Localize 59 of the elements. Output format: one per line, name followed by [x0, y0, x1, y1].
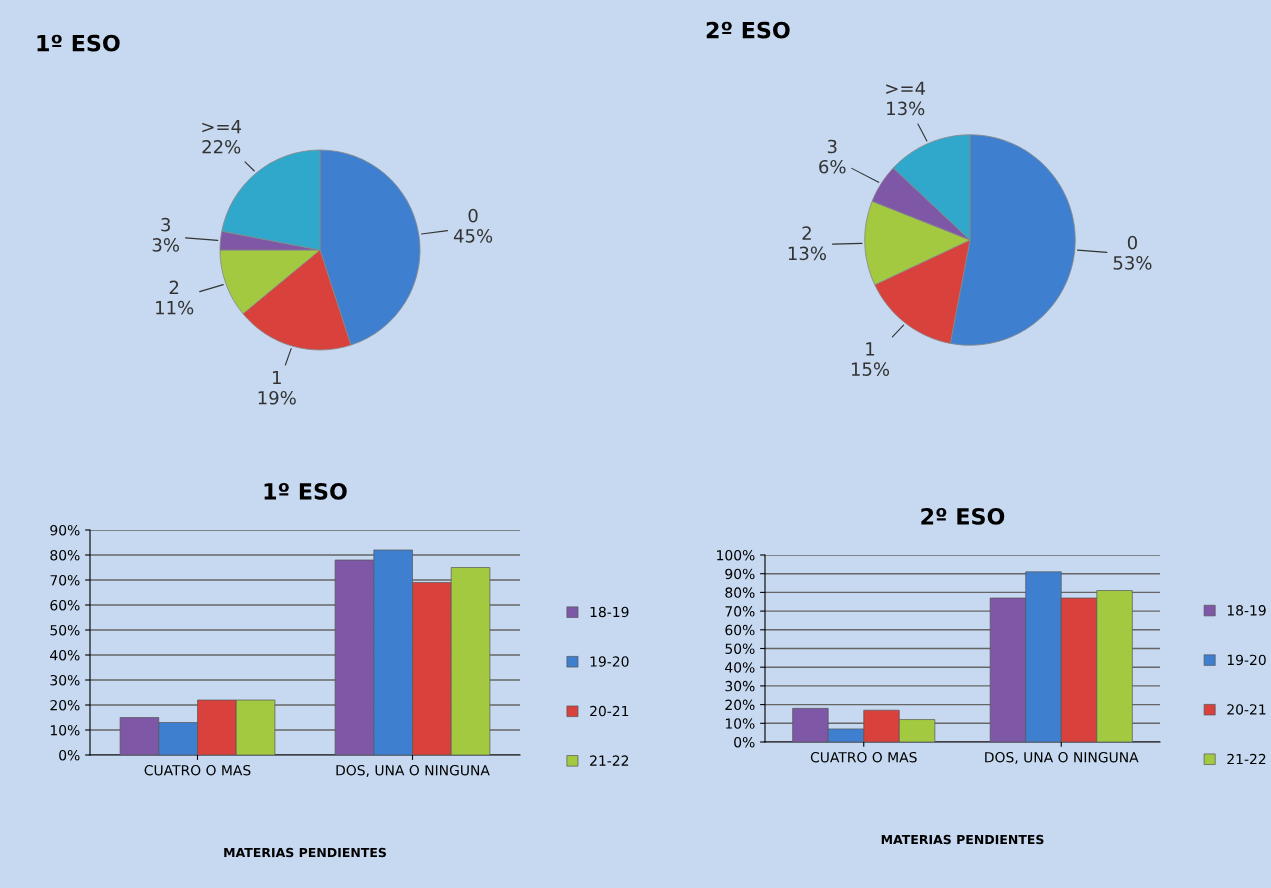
slice-label: 2	[802, 226, 811, 240]
x-axis-title: MATERIAS PENDIENTES	[224, 847, 386, 858]
slice-label: 0	[1127, 235, 1137, 250]
y-tick-label: 50%	[725, 643, 755, 654]
data-label: 6%	[819, 159, 846, 174]
x-tick-label: DOS, UNA O NINGUNA	[336, 764, 490, 777]
legend-label: 20-21	[1227, 704, 1266, 715]
y-tick-label: 20%	[50, 699, 80, 711]
data-label: 13%	[788, 246, 826, 261]
data-label: 13%	[887, 101, 925, 116]
y-tick-label: 0%	[59, 749, 80, 761]
y-tick-label: 60%	[725, 624, 755, 636]
y-tick-label: 30%	[50, 674, 80, 686]
legend-label: 19-20	[1227, 654, 1266, 666]
slice-label: 3	[827, 139, 837, 154]
y-tick-label: 30%	[725, 680, 755, 692]
y-tick-label: 10%	[50, 724, 80, 736]
y-tick-label: 40%	[50, 649, 80, 661]
legend-label: 18-19	[590, 606, 629, 618]
chart-title: 1º ESO	[264, 482, 347, 500]
x-tick-label: DOS, UNA O NINGUNA	[985, 751, 1139, 764]
chart-title: 2º ESO	[921, 507, 1005, 525]
data-label: 45%	[453, 229, 493, 243]
slice-label: 3	[161, 217, 170, 232]
y-tick-label: 90%	[725, 568, 755, 580]
y-tick-label: 50%	[50, 624, 80, 636]
data-label: 53%	[1113, 256, 1152, 270]
slice-label: 2	[169, 280, 179, 294]
chart-title: 1º ESO	[37, 34, 120, 52]
chart-title: 2º ESO	[706, 21, 790, 39]
data-label: 3%	[152, 238, 180, 252]
y-tick-label: 70%	[725, 606, 755, 617]
x-tick-label: CUATRO O MAS	[144, 764, 251, 776]
y-tick-label: 70%	[50, 574, 80, 586]
y-tick-label: 80%	[725, 587, 755, 598]
data-label: 22%	[202, 139, 241, 154]
slice-label: 1	[273, 370, 281, 385]
slice-label: 0	[468, 208, 478, 223]
y-tick-label: 0%	[734, 736, 755, 748]
x-tick-label: CUATRO O MAS	[810, 751, 917, 763]
slice-label: 1	[866, 342, 875, 356]
legend-label: 18-19	[1227, 605, 1266, 616]
data-label: 15%	[851, 362, 890, 376]
legend-label: 21-22	[1227, 753, 1266, 765]
data-label: 11%	[156, 300, 194, 315]
x-axis-title: MATERIAS PENDIENTES	[881, 834, 1044, 845]
legend-label: 20-21	[590, 705, 629, 717]
y-tick-label: 80%	[50, 549, 80, 561]
y-tick-label: 90%	[50, 524, 80, 536]
slice-label: >=4	[886, 81, 926, 95]
y-tick-label: 100%	[717, 549, 755, 561]
slice-label: >=4	[202, 119, 242, 134]
data-label: 19%	[258, 390, 296, 405]
y-tick-label: 10%	[725, 718, 755, 729]
y-tick-label: 20%	[725, 699, 755, 711]
y-tick-label: 40%	[725, 662, 755, 673]
legend-label: 19-20	[590, 656, 629, 667]
y-tick-label: 60%	[50, 599, 80, 611]
legend-label: 21-22	[590, 755, 629, 766]
